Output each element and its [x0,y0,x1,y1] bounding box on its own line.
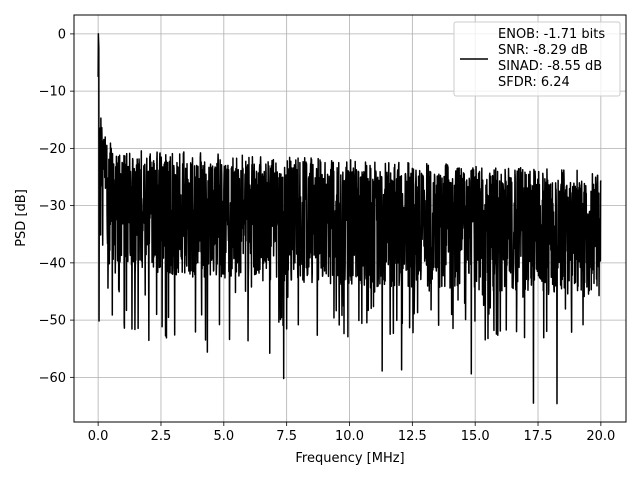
legend-entry-snr: SNR: -8.29 dB [498,43,588,58]
y-tick-label: −20 [39,142,66,157]
x-tick-label: 2.5 [151,429,172,444]
plot-frame [73,14,627,423]
legend-entry-sinad: SINAD: -8.55 dB [498,59,602,74]
x-tick-label: 12.5 [398,429,427,444]
x-tick-label: 0.0 [88,429,109,444]
x-tick-label: 15.0 [461,429,490,444]
y-tick-label: −10 [39,85,66,100]
y-axis-ticks: 0 −10 −20 −30 −40 −50 −60 [39,27,74,386]
x-tick-label: 20.0 [586,429,615,444]
x-axis-ticks: 0.0 2.5 5.0 7.5 10.0 12.5 15.0 17.5 20.0 [88,422,615,444]
legend: ENOB: -1.71 bits SNR: -8.29 dB SINAD: -8… [453,21,621,97]
y-tick-label: −30 [39,199,66,214]
x-tick-label: 7.5 [276,429,297,444]
legend-entry-enob: ENOB: -1.71 bits [498,27,605,42]
y-tick-label: −60 [39,371,66,386]
legend-box [453,21,621,97]
y-axis-label: PSD [dB] [14,189,29,247]
psd-series-line [97,33,602,405]
x-tick-label: 5.0 [213,429,234,444]
x-axis-label: Frequency [MHz] [295,451,404,466]
x-tick-label: 17.5 [524,429,553,444]
y-tick-label: −40 [39,256,66,271]
y-tick-label: 0 [58,27,66,42]
legend-entry-sfdr: SFDR: 6.24 [498,75,570,90]
x-tick-label: 10.0 [335,429,364,444]
y-tick-label: −50 [39,314,66,329]
